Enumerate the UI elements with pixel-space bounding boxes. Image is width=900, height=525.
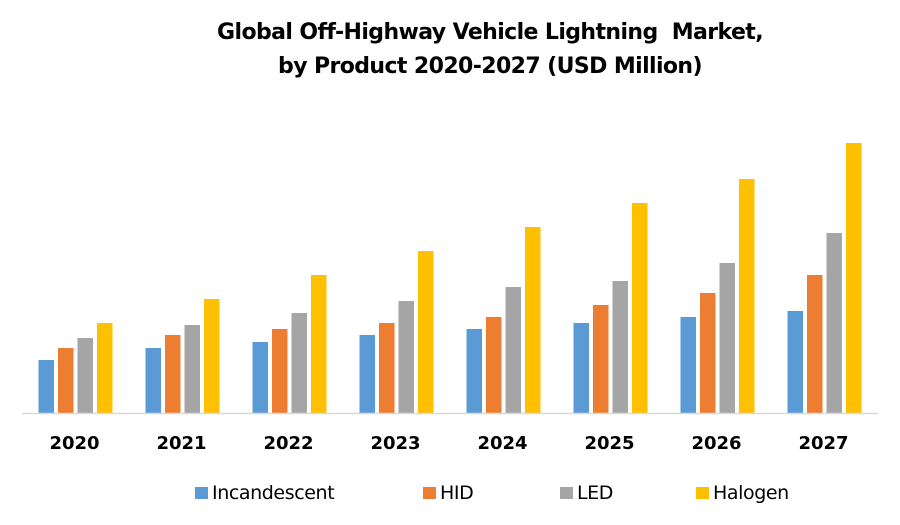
chart-title-line-2: by Product 2020-2027 (USD Million) bbox=[278, 54, 702, 79]
bar-halogen-2027 bbox=[846, 143, 862, 413]
x-tick-label: 2022 bbox=[263, 433, 313, 454]
bar-hid-2023 bbox=[379, 323, 395, 413]
bar-halogen-2022 bbox=[311, 275, 327, 413]
bar-incandescent-2027 bbox=[787, 311, 803, 413]
legend-label: Halogen bbox=[713, 482, 789, 504]
x-tick-label: 2024 bbox=[477, 433, 527, 454]
bar-led-2022 bbox=[291, 313, 307, 413]
bar-halogen-2023 bbox=[418, 251, 434, 413]
legend-swatch-icon bbox=[195, 487, 208, 499]
bar-incandescent-2024 bbox=[466, 329, 482, 413]
bar-incandescent-2025 bbox=[573, 323, 589, 413]
bar-hid-2024 bbox=[486, 317, 502, 413]
bar-hid-2021 bbox=[165, 335, 181, 413]
bar-halogen-2021 bbox=[204, 299, 220, 413]
legend-label: Incandescent bbox=[212, 482, 335, 504]
bar-hid-2025 bbox=[593, 305, 609, 413]
bar-led-2024 bbox=[505, 287, 521, 413]
x-tick-label: 2027 bbox=[798, 433, 848, 454]
bar-halogen-2020 bbox=[97, 323, 113, 413]
bar-hid-2020 bbox=[58, 348, 74, 413]
bar-led-2027 bbox=[826, 233, 842, 413]
legend-item-led: LED bbox=[560, 478, 613, 508]
bar-led-2020 bbox=[77, 338, 93, 413]
x-tick-label: 2026 bbox=[691, 433, 741, 454]
chart-title-line-1: Global Off-Highway Vehicle Lightning Mar… bbox=[217, 20, 764, 45]
legend-swatch-icon bbox=[696, 487, 709, 499]
legend-item-incandescent: Incandescent bbox=[195, 478, 335, 508]
legend-label: HID bbox=[440, 482, 474, 504]
bar-led-2021 bbox=[184, 325, 200, 413]
x-tick-label: 2023 bbox=[370, 433, 420, 454]
x-tick-label: 2021 bbox=[156, 433, 206, 454]
bar-incandescent-2020 bbox=[38, 360, 54, 413]
bar-incandescent-2026 bbox=[680, 317, 696, 413]
bar-halogen-2024 bbox=[525, 227, 541, 413]
bar-incandescent-2021 bbox=[145, 348, 161, 413]
x-tick-label: 2025 bbox=[584, 433, 634, 454]
bar-led-2026 bbox=[719, 263, 735, 413]
legend-item-hid: HID bbox=[423, 478, 474, 508]
bar-halogen-2026 bbox=[739, 179, 755, 413]
legend-item-halogen: Halogen bbox=[696, 478, 789, 508]
bar-hid-2022 bbox=[272, 329, 288, 413]
legend-label: LED bbox=[577, 482, 614, 504]
bar-incandescent-2023 bbox=[359, 335, 375, 413]
bar-hid-2027 bbox=[807, 275, 823, 413]
legend-swatch-icon bbox=[423, 487, 436, 499]
bar-led-2025 bbox=[612, 281, 628, 413]
legend-swatch-icon bbox=[560, 487, 573, 499]
x-tick-label: 2020 bbox=[49, 433, 99, 454]
chart-legend: Incandescent HID LED Halogen bbox=[0, 478, 900, 508]
bar-led-2023 bbox=[398, 301, 414, 413]
chart-title: Global Off-Highway Vehicle Lightning Mar… bbox=[0, 16, 900, 84]
bar-halogen-2025 bbox=[632, 203, 648, 413]
bar-hid-2026 bbox=[700, 293, 716, 413]
bar-incandescent-2022 bbox=[252, 342, 268, 413]
